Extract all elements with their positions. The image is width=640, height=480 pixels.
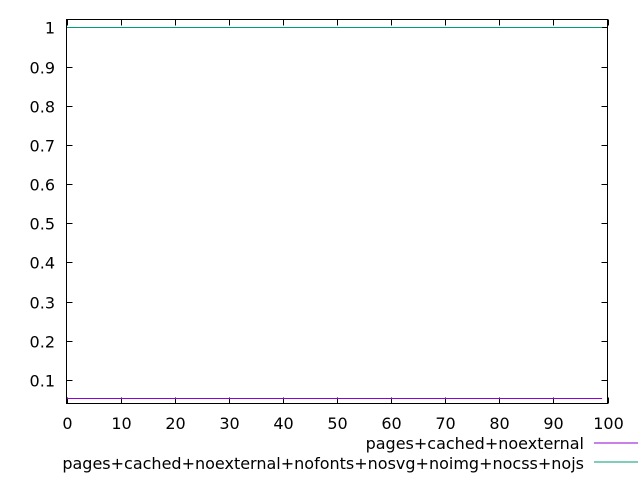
x-tick-label: 90 [543,414,563,433]
x-tick-label: 100 [593,414,624,433]
legend: pages+cached+noexternal pages+cached+noe… [62,434,638,473]
x-tick-label: 20 [165,414,185,433]
x-tick-label: 0 [62,414,72,433]
x-tick-label: 30 [219,414,239,433]
y-tick-label: 0.5 [30,215,55,234]
x-tick-label: 10 [111,414,131,433]
x-tick-label: 40 [273,414,293,433]
y-tick-labels: 0.1 0.2 0.3 0.4 0.5 0.6 0.7 0.8 0.9 1 [30,19,55,391]
y-tick-label: 0.9 [30,59,55,78]
y-tick-label: 0.6 [30,176,55,195]
x-tick-label: 50 [327,414,347,433]
series-lines [66,27,603,399]
axis-ticks [66,19,609,404]
y-tick-label: 0.3 [30,294,55,313]
y-tick-label: 0.1 [30,372,55,391]
y-tick-label: 1 [45,19,55,38]
x-tick-label: 80 [489,414,509,433]
x-tick-labels: 0 10 20 30 40 50 60 70 80 90 100 [62,414,623,433]
legend-label-series-1: pages+cached+noexternal [366,434,584,453]
y-tick-label: 0.7 [30,137,55,156]
x-tick-label: 70 [435,414,455,433]
legend-label-series-2: pages+cached+noexternal+nofonts+nosvg+no… [62,454,584,473]
y-tick-label: 0.4 [30,254,55,273]
y-tick-label: 0.8 [30,98,55,117]
plot-frame [66,19,608,404]
y-tick-label: 0.2 [30,333,55,352]
x-tick-label: 60 [381,414,401,433]
